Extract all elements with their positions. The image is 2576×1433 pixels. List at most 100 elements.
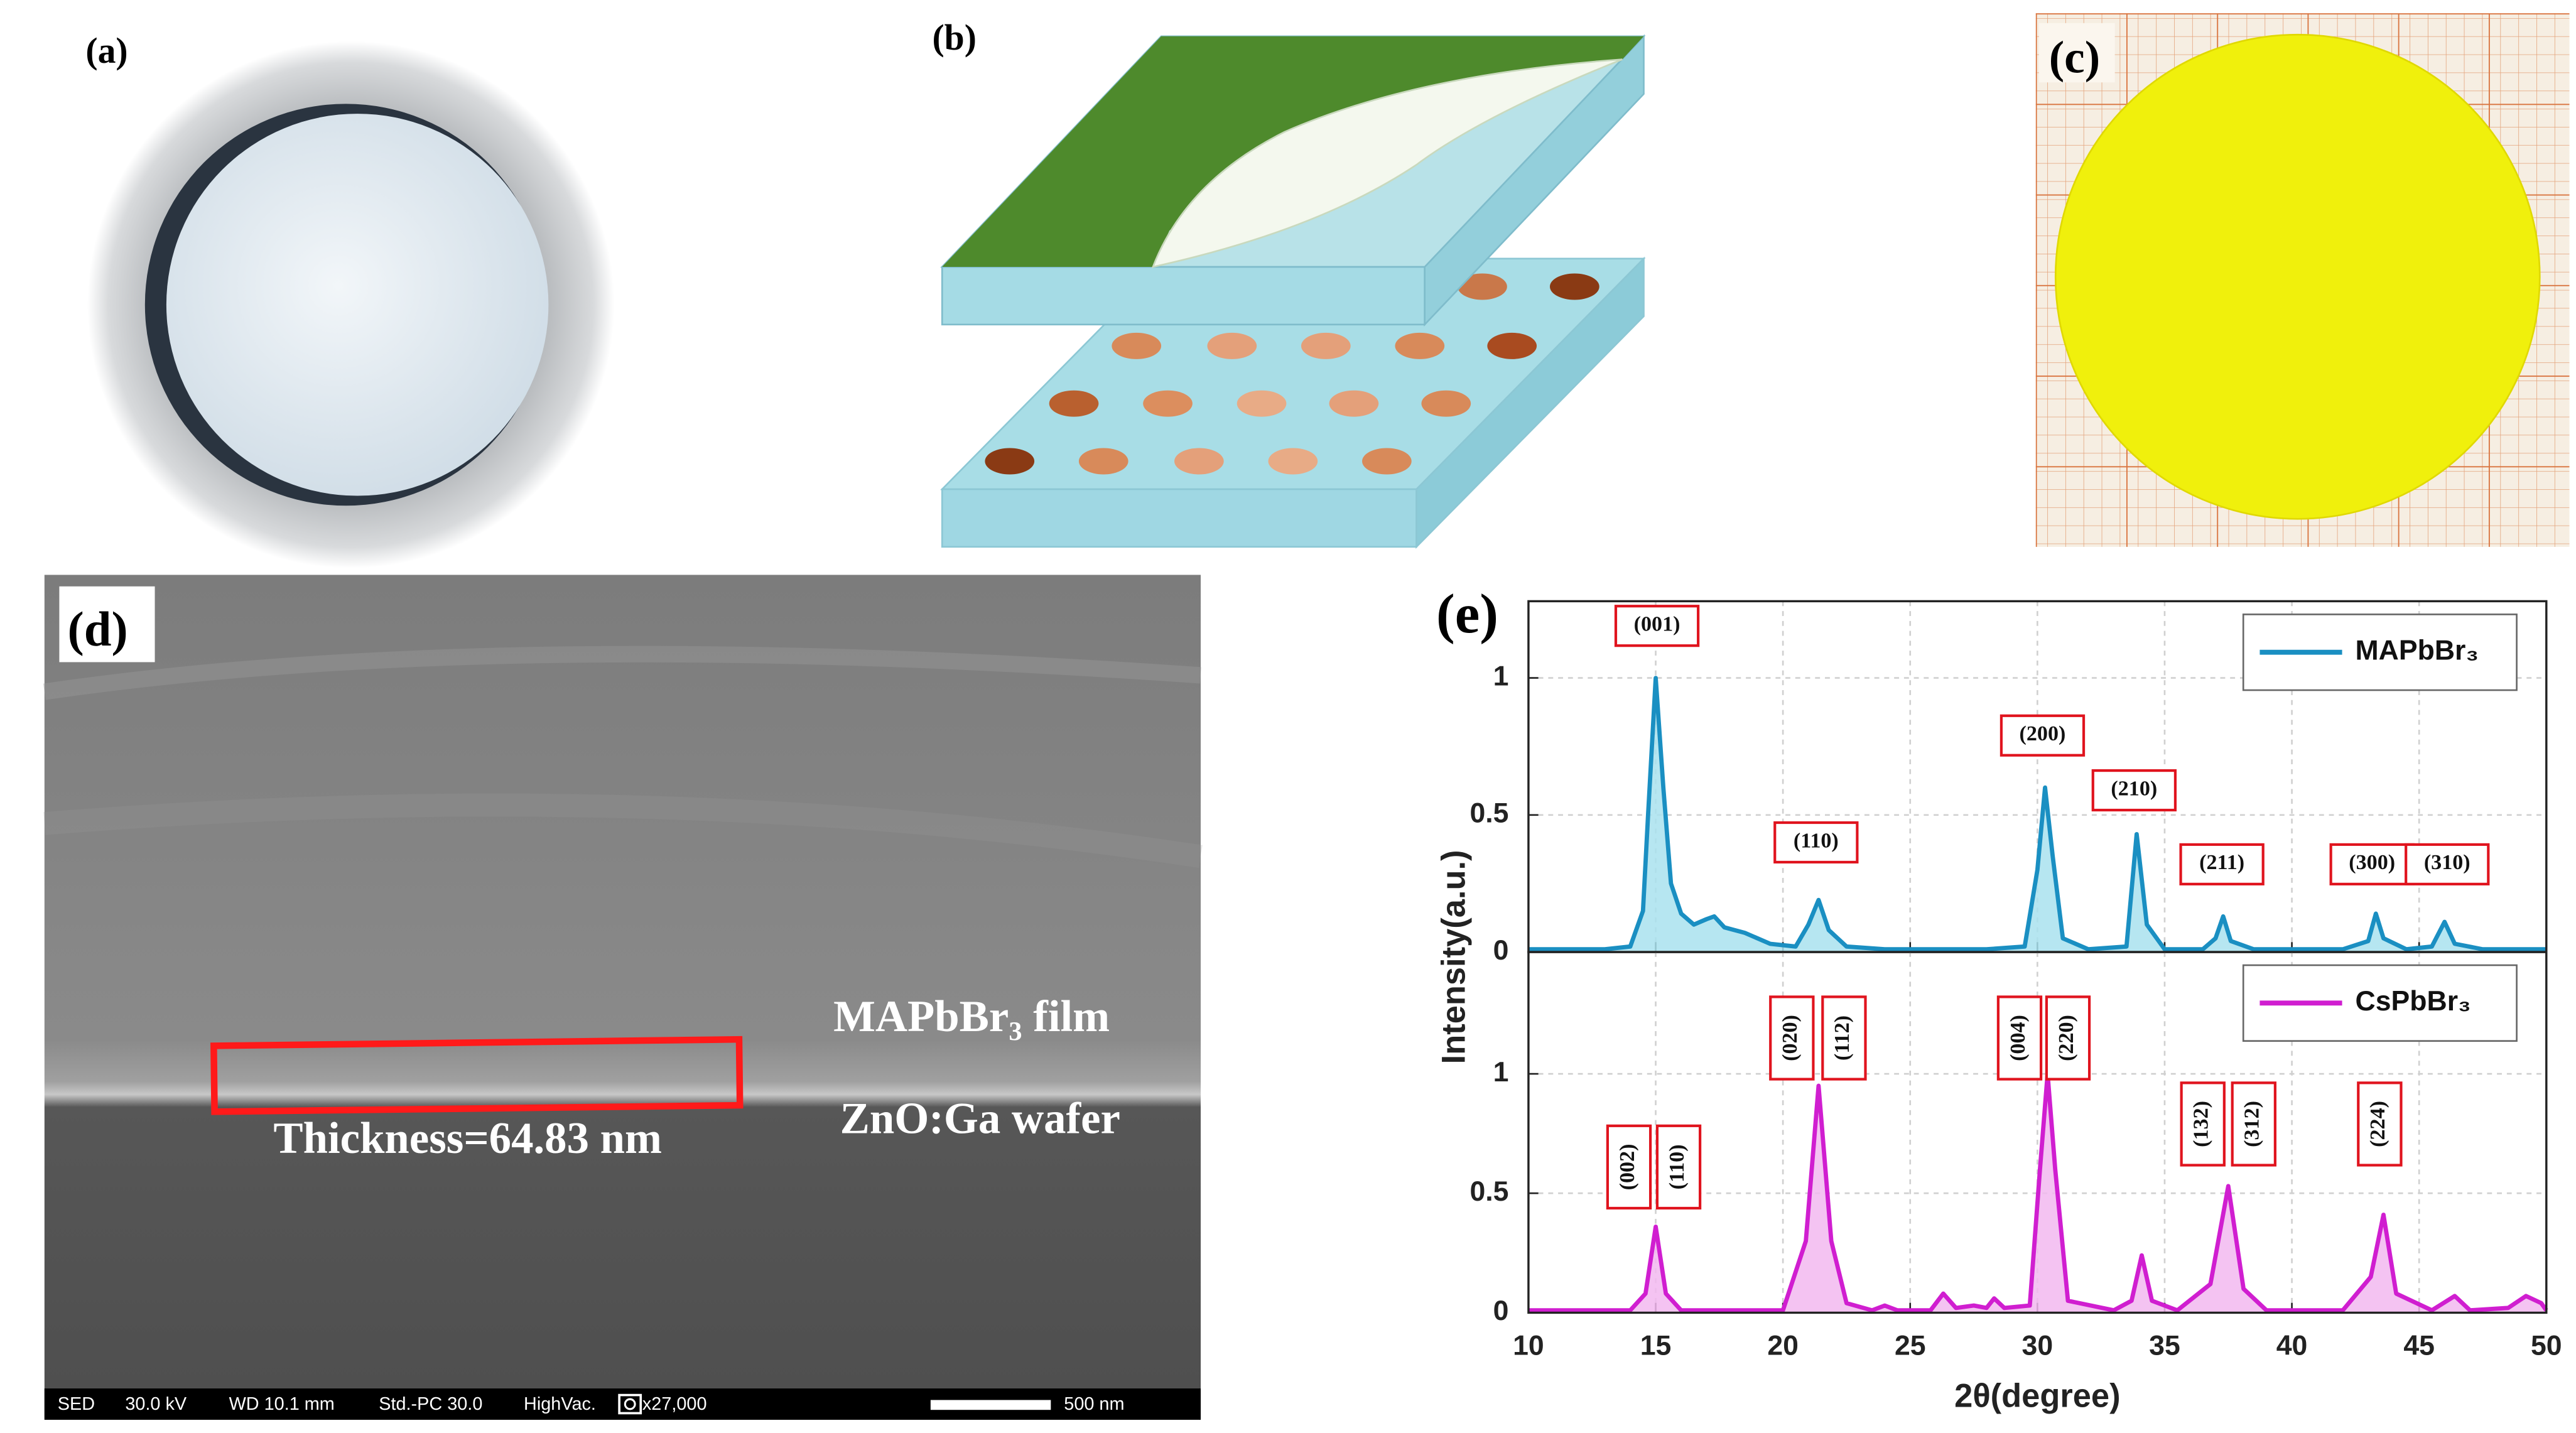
wafer-label: ZnO:Ga wafer [840, 1095, 1120, 1144]
axes-frame [1527, 951, 2548, 1314]
annotation-box [1773, 821, 1859, 864]
annotation-box [1821, 995, 1867, 1081]
panel-label: (a) [85, 31, 127, 71]
dot [1301, 332, 1351, 359]
y-tick-label: 0 [1493, 1295, 1509, 1326]
annotation: (004) [2006, 1015, 2030, 1061]
dot [1421, 390, 1471, 417]
annotation-box [1614, 605, 1700, 647]
y-tick-label: 0 [1493, 935, 1509, 966]
series-line [1528, 1071, 2548, 1313]
info-text: WD 10.1 mm [229, 1394, 335, 1414]
annotation-box [2357, 1081, 2403, 1167]
sem-image [44, 575, 1201, 1420]
annotation-box [2179, 843, 2265, 885]
annotation-box [2000, 714, 2086, 757]
sem-texture [43, 646, 1201, 700]
y-tick-label: 0.5 [1469, 1176, 1508, 1207]
annotation: (310) [2424, 851, 2470, 874]
sample-disk [2054, 33, 2541, 520]
y-axis-label: Intensity(a.u.) [1436, 850, 1472, 1064]
x-axis-label: 2θ(degree) [1954, 1378, 2120, 1415]
x-tick-label: 40 [2276, 1330, 2308, 1361]
annotation-box [2180, 1081, 2226, 1167]
annotation-box [1655, 1124, 1702, 1210]
panel-label: (c) [2049, 32, 2101, 83]
dot [1458, 273, 1507, 300]
panel-label: (d) [68, 602, 128, 657]
annotation-box [2231, 1081, 2276, 1167]
annotation: (110) [1665, 1144, 1689, 1189]
dot [1487, 332, 1537, 359]
annotation: (210) [2111, 777, 2157, 800]
dot [985, 448, 1035, 475]
dot [1207, 332, 1257, 359]
peel-film [942, 36, 1644, 267]
x-tick-label: 10 [1513, 1330, 1544, 1361]
x-tick-label: 15 [1640, 1330, 1672, 1361]
camera-icon [618, 1393, 642, 1415]
membrane-front [941, 266, 1426, 326]
label-box [59, 586, 155, 662]
info-text: x27,000 [642, 1394, 707, 1414]
dot [1078, 448, 1128, 475]
series-line [1528, 676, 2546, 952]
x-tick-label: 50 [2531, 1330, 2562, 1361]
dots [985, 273, 1599, 475]
x-tick-label: 45 [2403, 1330, 2435, 1361]
dot [1268, 448, 1318, 475]
panel-label: (e) [1436, 583, 1498, 645]
info-text: SED [58, 1394, 95, 1414]
annotation-box [2045, 995, 2091, 1081]
dot [1329, 390, 1379, 417]
annotation-box [2091, 769, 2177, 812]
peel-curl [1151, 58, 1623, 268]
dot [1550, 273, 1599, 300]
thickness-box [210, 1036, 744, 1115]
annotation-box [1769, 995, 1815, 1081]
annotation: (001) [1634, 613, 1680, 636]
annotation: (312) [2241, 1101, 2264, 1147]
annotation: (110) [1794, 829, 1839, 852]
annotation-box [1606, 1124, 1652, 1210]
legend-label: MAPbBr₃ [2356, 635, 2479, 666]
info-text: HighVac. [524, 1394, 596, 1414]
x-tick-label: 25 [1895, 1330, 1926, 1361]
dot [1112, 332, 1162, 359]
thickness-label: Thickness=64.83 nm [273, 1114, 662, 1163]
x-tick-label: 30 [2022, 1330, 2054, 1361]
dot [1174, 448, 1224, 475]
substrate-front [941, 488, 1417, 548]
annotation-box [2329, 843, 2415, 885]
x-tick-label: 20 [1767, 1330, 1799, 1361]
y-tick-label: 1 [1493, 661, 1509, 691]
annotation: (132) [2190, 1101, 2213, 1147]
series-area [1528, 1074, 2546, 1313]
dot [1143, 390, 1193, 417]
scale-bar [930, 1400, 1051, 1410]
label-box [2038, 23, 2115, 83]
annotation: (211) [2199, 851, 2244, 874]
annotation: (200) [2020, 722, 2066, 745]
legend-label: CsPbBr₃ [2356, 986, 2471, 1017]
info-text: 30.0 kV [125, 1394, 187, 1414]
panel-label: (b) [932, 18, 977, 58]
camera-icon [624, 1398, 636, 1410]
annotation: (112) [1831, 1015, 1854, 1061]
annotation: (300) [2349, 851, 2395, 874]
info-text: Std.-PC 30.0 [379, 1394, 482, 1414]
annotation-box [2405, 843, 2490, 885]
xrd-plot: 0 0.5 1 MAPbBr₃ (001) (110) (200) (210) (211) (30… [1436, 600, 2562, 1415]
dot [1237, 390, 1287, 417]
annotation: (002) [1616, 1144, 1639, 1190]
dot [1395, 332, 1445, 359]
sem-texture [43, 793, 1203, 868]
film-label: MAPbBr₃ film [833, 992, 1110, 1041]
x-tick-label: 35 [2149, 1330, 2180, 1361]
y-tick-label: 1 [1493, 1057, 1509, 1088]
dot [1049, 390, 1099, 417]
scale-bar-label: 500 nm [1064, 1394, 1124, 1414]
annotation: (220) [2055, 1015, 2078, 1061]
